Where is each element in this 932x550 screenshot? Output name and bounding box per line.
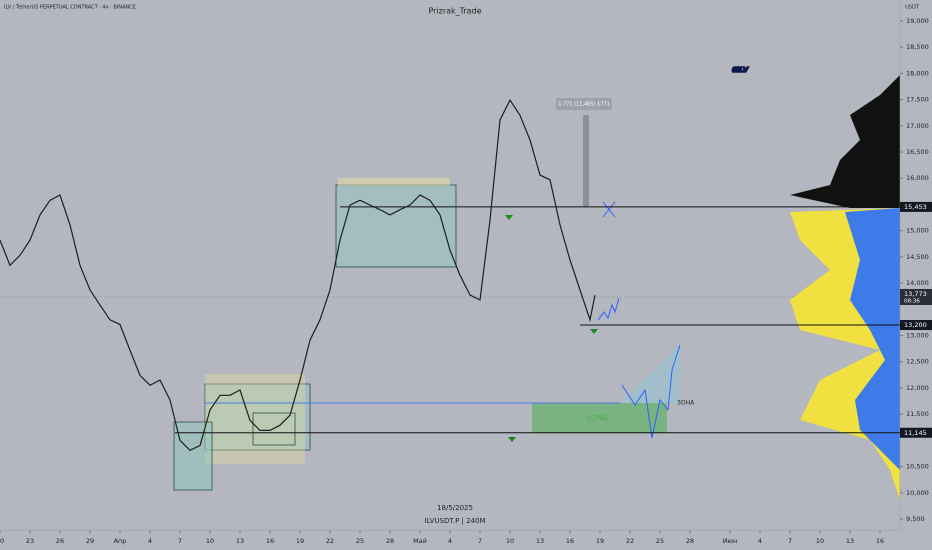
x-tick-label: 20 — [0, 537, 4, 545]
x-tick-label: 19 — [596, 537, 604, 545]
chart-title: Prizrak_Trade — [428, 7, 481, 16]
measure-box — [556, 98, 612, 110]
x-tick-label: 16 — [566, 537, 574, 545]
watermark: #ILV — [732, 66, 749, 74]
x-tick-label: 22 — [626, 537, 634, 545]
zone-box — [335, 184, 457, 268]
currency: USDT — [905, 5, 920, 11]
y-tick-label: 14,500 — [906, 253, 929, 261]
x-tick-label: 29 — [86, 537, 94, 545]
y-tick-label: 13,000 — [906, 332, 929, 340]
long-zone — [532, 403, 667, 433]
y-tick-label: 16,500 — [906, 148, 929, 156]
arrow — [590, 329, 598, 334]
x-tick-label: Июн — [723, 537, 738, 545]
zone-box — [173, 421, 213, 491]
price-timer: 08:36 — [904, 298, 920, 304]
x-tick-label: 4 — [758, 537, 762, 545]
y-tick-label: 14,000 — [906, 279, 929, 287]
y-tick-label: 16,000 — [906, 174, 929, 182]
volume-profile — [790, 75, 900, 208]
price-tag — [900, 288, 932, 305]
x-tick-label: 10 — [506, 537, 514, 545]
y-tick-label: 9,500 — [906, 515, 925, 523]
y-tick-label: 17,500 — [906, 96, 929, 104]
x-tick-label: 10 — [206, 537, 214, 545]
x-tick-label: 23 — [26, 537, 34, 545]
date-label: 18/5/2025 — [437, 504, 473, 512]
x-tick-label: 13 — [846, 537, 854, 545]
x-tick-label: 28 — [686, 537, 694, 545]
zone-label: ЗОНА — [677, 400, 695, 407]
x-tick-label: 13 — [536, 537, 544, 545]
y-tick-label: 17,000 — [906, 122, 929, 130]
measure-label: 1,771 (11,465) 1771 — [558, 102, 610, 108]
level-label: 11,145 — [904, 429, 927, 437]
y-tick-label: 18,000 — [906, 69, 929, 77]
x-tick-label: 16 — [266, 537, 274, 545]
y-tick-label: 15,000 — [906, 227, 929, 235]
x-tick-label: 16 — [876, 537, 884, 545]
y-tick-label: 10,500 — [906, 463, 929, 471]
x-tick-label: 4 — [148, 537, 152, 545]
y-tick-label: 12,000 — [906, 384, 929, 392]
volume-profile — [845, 208, 900, 470]
projection — [597, 297, 620, 321]
price-line — [0, 98, 596, 452]
measure-bar — [583, 115, 589, 207]
cross — [602, 201, 616, 218]
arrow — [508, 437, 516, 442]
y-tick-label: 11,500 — [906, 410, 929, 418]
zone-band — [205, 374, 305, 464]
level-tag — [900, 427, 932, 438]
y-tick-label: 18,500 — [906, 43, 929, 51]
x-tick-label: 25 — [356, 537, 364, 545]
symbol: ILV / TetherUS PERPETUAL CONTRACT · 4ч ·… — [4, 5, 136, 11]
x-tick-label: 4 — [448, 537, 452, 545]
x-tick-label: 7 — [178, 537, 182, 545]
x-tick-label: Апр — [114, 537, 127, 545]
level-label: 15,453 — [904, 203, 927, 211]
footer-label: ILVUSDT.P | 240M — [424, 517, 485, 525]
x-tick-label: 19 — [296, 537, 304, 545]
y-tick-label: 19,000 — [906, 17, 929, 25]
x-tick-label: 22 — [326, 537, 334, 545]
x-tick-label: 25 — [656, 537, 664, 545]
price-label: 13,773 — [904, 290, 927, 298]
long-label: LONG — [587, 414, 610, 423]
x-tick-label: 10 — [816, 537, 824, 545]
level-tag — [900, 201, 932, 212]
x-tick-label: 28 — [386, 537, 394, 545]
zone-box — [252, 412, 296, 446]
level-label: 13,200 — [904, 321, 927, 329]
y-tick-label: 10,000 — [906, 489, 929, 497]
x-tick-label: Май — [413, 537, 427, 545]
x-tick-label: 7 — [478, 537, 482, 545]
zone-band — [338, 178, 450, 186]
x-tick-label: 13 — [236, 537, 244, 545]
arrow — [505, 215, 513, 220]
target-area — [620, 345, 680, 403]
y-tick-label: 12,500 — [906, 358, 929, 366]
x-tick-label: 26 — [56, 537, 64, 545]
projection — [621, 344, 681, 439]
x-tick-label: 7 — [788, 537, 792, 545]
level-tag — [900, 320, 932, 331]
